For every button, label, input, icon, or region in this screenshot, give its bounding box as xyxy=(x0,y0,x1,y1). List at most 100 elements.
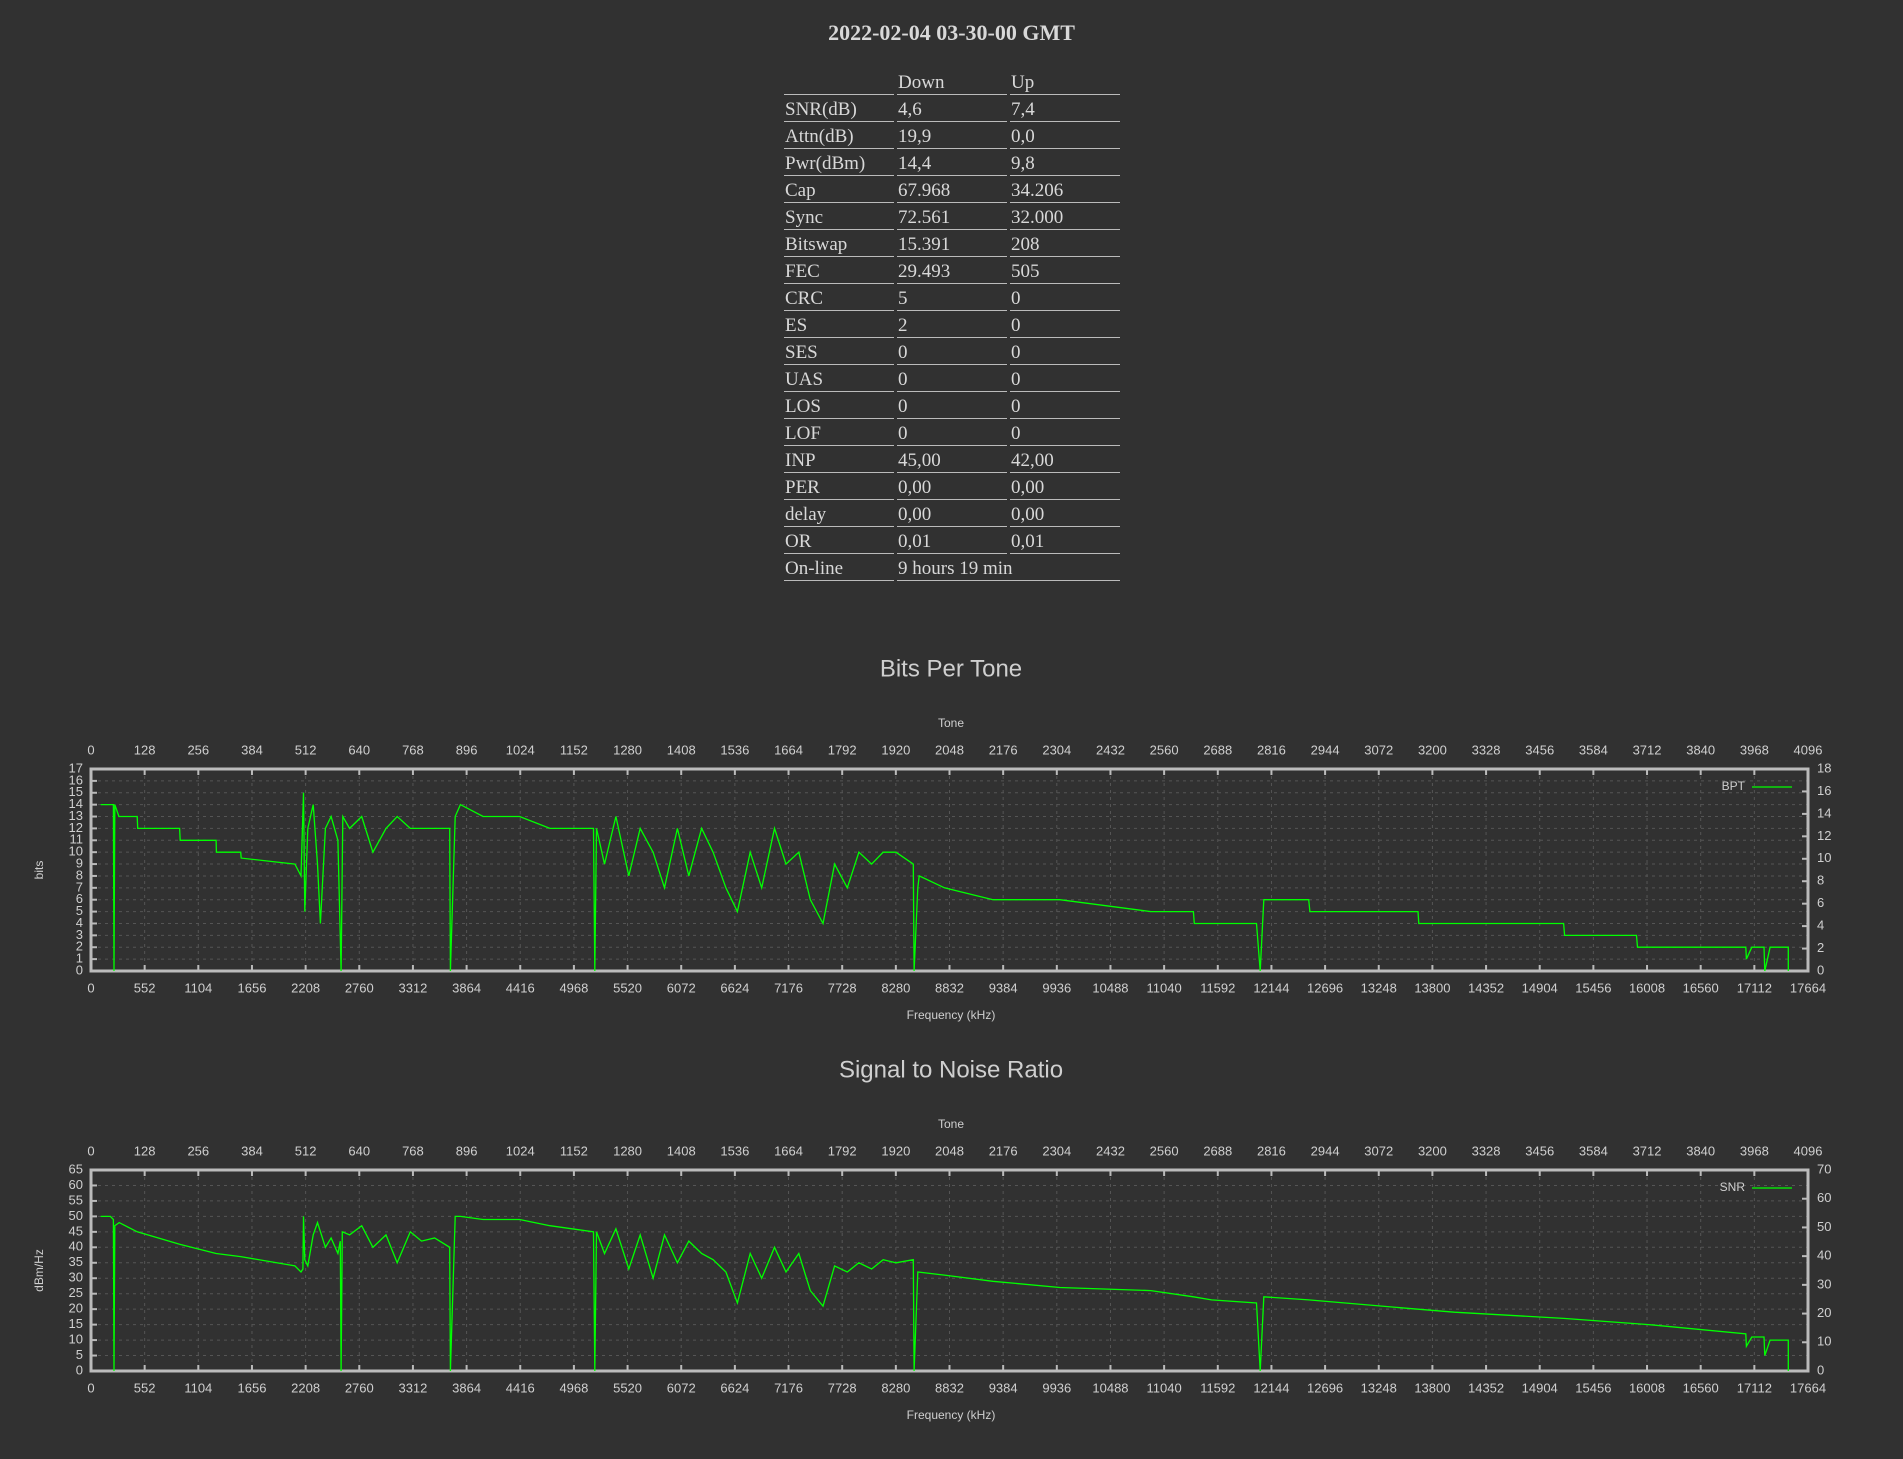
y-tick-label: 5 xyxy=(76,903,83,918)
x2-tick-label: 2048 xyxy=(935,1143,964,1158)
x-tick-label: 12696 xyxy=(1307,1380,1343,1395)
x-tick-label: 17664 xyxy=(1790,1380,1826,1395)
y-tick-label: 9 xyxy=(76,855,83,870)
x2-tick-label: 768 xyxy=(402,742,424,757)
legend-label: SNR xyxy=(1720,1180,1746,1194)
x2-tick-label: 0 xyxy=(87,1143,94,1158)
row-value: 0 xyxy=(1010,284,1120,311)
y-tick-label: 35 xyxy=(69,1254,83,1269)
row-value: 0,01 xyxy=(1010,527,1120,554)
chart-title: Signal to Noise Ratio xyxy=(839,1056,1063,1083)
row-label: Bitswap xyxy=(784,230,894,257)
y-tick-label: 7 xyxy=(76,879,83,894)
x2-tick-label: 1280 xyxy=(613,742,642,757)
stats-row: UAS 0 0 xyxy=(784,365,1120,392)
row-value: 9,8 xyxy=(1010,149,1120,176)
x2-tick-label: 2688 xyxy=(1203,1143,1232,1158)
page-title: 2022-02-04 03-30-00 GMT xyxy=(828,20,1075,45)
x-tick-label: 2208 xyxy=(291,1380,320,1395)
row-value: 505 xyxy=(1010,257,1120,284)
header-row: Down Up xyxy=(784,68,1120,95)
row-value: 0,01 xyxy=(897,527,1007,554)
y2-tick-label: 2 xyxy=(1817,940,1824,955)
stats-row: On-line 9 hours 19 min xyxy=(784,554,1120,581)
x2-tick-label: 768 xyxy=(402,1143,424,1158)
x-tick-label: 4968 xyxy=(559,1380,588,1395)
x-tick-label: 6624 xyxy=(720,980,749,995)
x-tick-label: 1656 xyxy=(238,1380,267,1395)
x-tick-label: 2760 xyxy=(345,1380,374,1395)
x2-axis-label: Tone xyxy=(938,716,964,730)
x2-tick-label: 640 xyxy=(348,1143,370,1158)
x2-tick-label: 2432 xyxy=(1096,742,1125,757)
y-tick-label: 40 xyxy=(69,1239,83,1254)
x2-tick-label: 512 xyxy=(295,1143,317,1158)
plot-frame xyxy=(89,767,1810,973)
x-tick-label: 11592 xyxy=(1200,980,1235,995)
x-tick-label: 17112 xyxy=(1737,1380,1772,1395)
y-tick-label: 15 xyxy=(69,784,83,799)
plot-frame xyxy=(89,1168,1810,1373)
chart-title: Bits Per Tone xyxy=(880,655,1022,682)
row-label: PER xyxy=(784,473,894,500)
x-tick-label: 13800 xyxy=(1414,1380,1450,1395)
x-tick-label: 15456 xyxy=(1575,980,1611,995)
x2-tick-label: 896 xyxy=(456,1143,478,1158)
row-value: 19,9 xyxy=(897,122,1007,149)
x2-tick-label: 2688 xyxy=(1203,742,1232,757)
row-value: 2 xyxy=(897,311,1007,338)
stats-row: delay 0,00 0,00 xyxy=(784,500,1120,527)
row-value: 0 xyxy=(1010,392,1120,419)
x-tick-label: 6072 xyxy=(667,980,696,995)
stats-row: OR 0,01 0,01 xyxy=(784,527,1120,554)
x2-tick-label: 1920 xyxy=(881,1143,910,1158)
stats-row: SNR(dB) 4,6 7,4 xyxy=(784,95,1120,122)
y2-tick-label: 30 xyxy=(1817,1276,1831,1291)
y-tick-label: 16 xyxy=(69,772,83,787)
x-tick-label: 5520 xyxy=(613,1380,642,1395)
stats-row: PER 0,00 0,00 xyxy=(784,473,1120,500)
row-label: INP xyxy=(784,446,894,473)
x-tick-label: 552 xyxy=(134,980,156,995)
x2-tick-label: 640 xyxy=(348,742,370,757)
row-label: LOF xyxy=(784,419,894,446)
row-label: SNR(dB) xyxy=(784,95,894,122)
x2-tick-label: 3712 xyxy=(1633,1143,1662,1158)
y-tick-label: 11 xyxy=(70,832,84,847)
row-value: 0 xyxy=(1010,338,1120,365)
x2-tick-label: 4096 xyxy=(1794,742,1823,757)
y2-tick-label: 8 xyxy=(1817,873,1824,888)
header-cell xyxy=(784,68,894,95)
row-value: 0 xyxy=(897,338,1007,365)
x-axis-label: Frequency (kHz) xyxy=(907,1008,996,1022)
x-tick-label: 7728 xyxy=(828,980,857,995)
row-label: Pwr(dBm) xyxy=(784,149,894,176)
row-value: 9 hours 19 min xyxy=(897,554,1120,581)
x-tick-label: 9384 xyxy=(989,980,1018,995)
x-tick-label: 8280 xyxy=(881,980,910,995)
x-tick-label: 15456 xyxy=(1575,1380,1611,1395)
x2-tick-label: 1792 xyxy=(828,1143,857,1158)
x-tick-label: 0 xyxy=(87,980,94,995)
header-cell: Down xyxy=(897,68,1007,95)
y-tick-label: 10 xyxy=(69,1332,83,1347)
x2-tick-label: 2304 xyxy=(1042,742,1071,757)
y-tick-label: 1 xyxy=(76,951,83,966)
x-tick-label: 16008 xyxy=(1629,980,1665,995)
row-value: 208 xyxy=(1010,230,1120,257)
x-tick-label: 6624 xyxy=(720,1380,749,1395)
x-tick-label: 4968 xyxy=(559,980,588,995)
x2-tick-label: 512 xyxy=(295,742,317,757)
x-tick-label: 7176 xyxy=(774,1380,803,1395)
x-tick-label: 14904 xyxy=(1522,980,1558,995)
row-value: 0,00 xyxy=(897,473,1007,500)
y-tick-label: 0 xyxy=(76,962,83,977)
y2-tick-label: 50 xyxy=(1817,1219,1831,1234)
row-value: 0 xyxy=(897,392,1007,419)
y-tick-label: 5 xyxy=(76,1347,83,1362)
x-tick-label: 11040 xyxy=(1147,980,1182,995)
stats-row: SES 0 0 xyxy=(784,338,1120,365)
row-label: FEC xyxy=(784,257,894,284)
x-tick-label: 3864 xyxy=(452,1380,481,1395)
x2-tick-label: 3840 xyxy=(1686,742,1715,757)
